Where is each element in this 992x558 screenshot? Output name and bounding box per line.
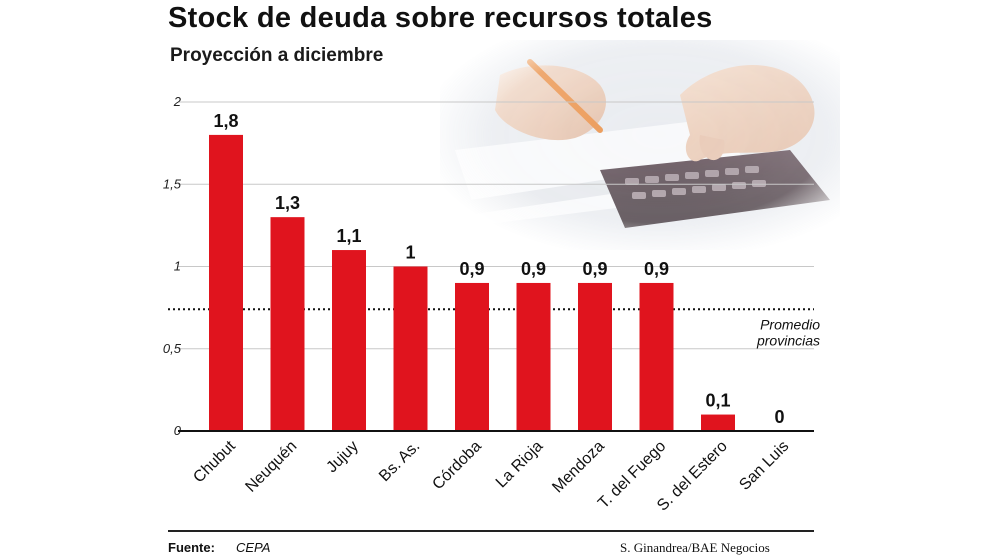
value-label: 1,1 bbox=[336, 226, 361, 246]
bar bbox=[578, 282, 612, 431]
chart-title: Stock de deuda sobre recursos totales bbox=[168, 2, 713, 34]
category-label: Jujuy bbox=[323, 438, 361, 476]
reference-line-label: provincias bbox=[756, 332, 820, 348]
value-label: 0 bbox=[774, 407, 784, 427]
y-tick-label: 0 bbox=[174, 423, 182, 438]
value-label: 0,9 bbox=[459, 259, 484, 279]
chart-subtitle: Proyección a diciembre bbox=[170, 45, 384, 66]
footer-divider bbox=[168, 530, 814, 532]
y-tick-label: 1 bbox=[174, 259, 181, 274]
bar bbox=[209, 134, 243, 431]
value-label: 0,9 bbox=[644, 259, 669, 279]
value-label: 1,8 bbox=[213, 111, 238, 131]
y-tick-label: 1,5 bbox=[163, 176, 182, 191]
bar bbox=[455, 282, 489, 431]
reference-line-label: Promedio bbox=[760, 316, 820, 332]
source-value: CEPA bbox=[236, 540, 271, 555]
bar bbox=[701, 414, 735, 431]
bar bbox=[332, 250, 366, 431]
value-label: 1,3 bbox=[275, 193, 300, 213]
category-label: Bs. As. bbox=[376, 438, 423, 485]
category-label: Neuquén bbox=[242, 438, 300, 496]
category-label: Córdoba bbox=[429, 438, 484, 493]
y-tick-label: 2 bbox=[173, 94, 182, 109]
category-label: Chubut bbox=[190, 437, 239, 486]
bar bbox=[516, 282, 551, 431]
y-tick-label: 0,5 bbox=[163, 341, 182, 356]
source-label: Fuente: bbox=[168, 540, 215, 555]
credit-line: S. Ginandrea/BAE Negocios bbox=[620, 540, 770, 555]
category-label: San Luis bbox=[736, 438, 792, 494]
category-label: La Rioja bbox=[493, 438, 547, 492]
bar bbox=[270, 217, 305, 431]
bar bbox=[639, 282, 674, 431]
category-label: Mendoza bbox=[549, 438, 608, 497]
value-label: 1 bbox=[405, 243, 415, 263]
value-label: 0,9 bbox=[582, 259, 607, 279]
value-label: 0,1 bbox=[705, 391, 730, 411]
value-label: 0,9 bbox=[521, 259, 546, 279]
bar bbox=[393, 266, 428, 431]
